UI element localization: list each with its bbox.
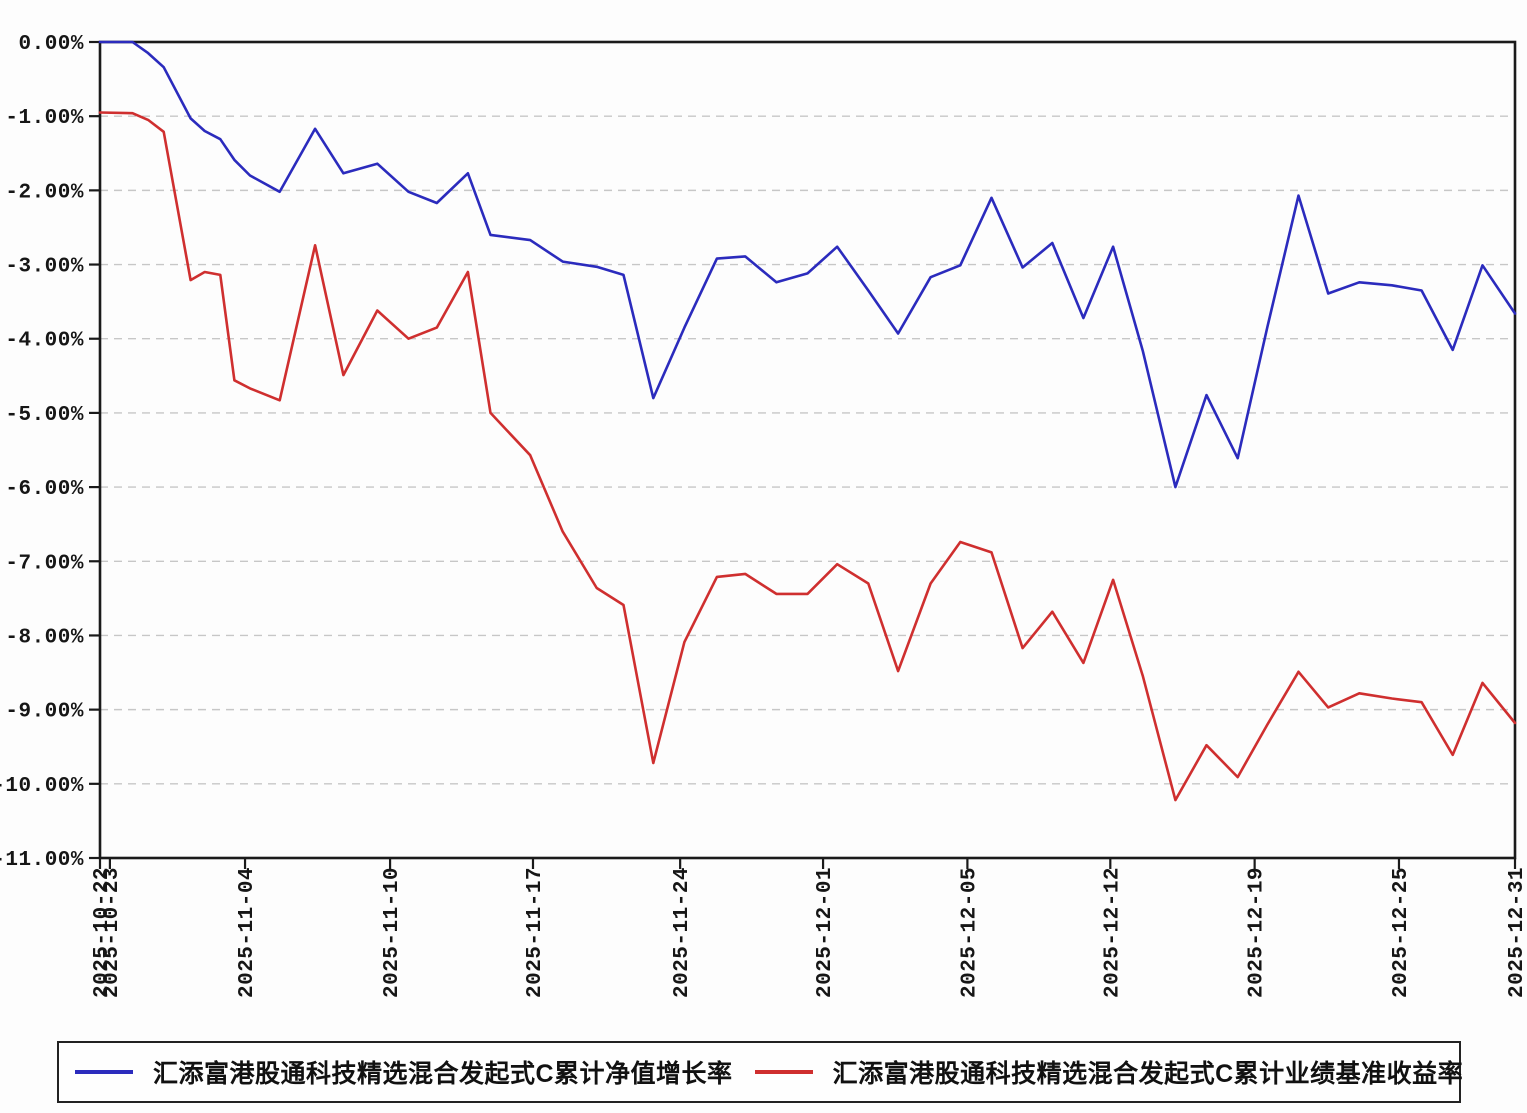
y-tick-label: -2.00% [5,181,84,204]
y-tick-label: -5.00% [5,404,84,427]
x-tick-label: 2025-10-23 [101,867,124,998]
x-tick-label: 2025-11-04 [236,867,259,998]
chart-legend: 汇添富港股通科技精选混合发起式C累计净值增长率 汇添富港股通科技精选混合发起式C… [57,1041,1464,1103]
x-tick-label: 2025-12-25 [1390,867,1413,998]
y-tick-label: -4.00% [5,330,84,353]
x-tick-label: 2025-12-01 [814,867,837,998]
legend-line-sample-blue [75,1070,133,1074]
x-tick-label: 2025-12-31 [1506,867,1527,998]
x-tick-label: 2025-11-10 [381,867,404,998]
legend-label-benchmark: 汇添富港股通科技精选混合发起式C累计业绩基准收益率 [832,1060,1464,1088]
y-tick-label: -7.00% [5,552,84,575]
legend-label-nav-growth: 汇添富港股通科技精选混合发起式C累计净值增长率 [153,1060,733,1088]
legend-item-benchmark: 汇添富港股通科技精选混合发起式C累计业绩基准收益率 [754,1054,1464,1090]
legend-line-sample-red [754,1070,813,1074]
y-tick-label: -9.00% [5,701,84,724]
x-tick-label: 2025-10-22 [91,867,114,998]
x-tick-label: 2025-11-17 [524,867,547,998]
legend-item-nav-growth: 汇添富港股通科技精选混合发起式C累计净值增长率 [75,1054,733,1090]
y-tick-label: -6.00% [5,478,84,501]
y-tick-label: -10.00% [0,775,84,798]
y-tick-label: -3.00% [5,256,84,279]
x-tick-label: 2025-12-12 [1101,867,1124,998]
y-tick-label: -1.00% [5,107,84,130]
y-tick-label: -8.00% [5,626,84,649]
plot-border [98,40,1517,860]
x-tick-label: 2025-12-19 [1246,867,1269,998]
y-tick-label: -11.00% [0,849,84,872]
series-line-nav-growth [98,40,1517,489]
x-tick-label: 2025-12-05 [958,867,981,998]
series-line-benchmark [98,111,1517,802]
x-tick-label: 2025-11-24 [671,867,694,998]
y-tick-label: 0.00% [18,33,84,56]
